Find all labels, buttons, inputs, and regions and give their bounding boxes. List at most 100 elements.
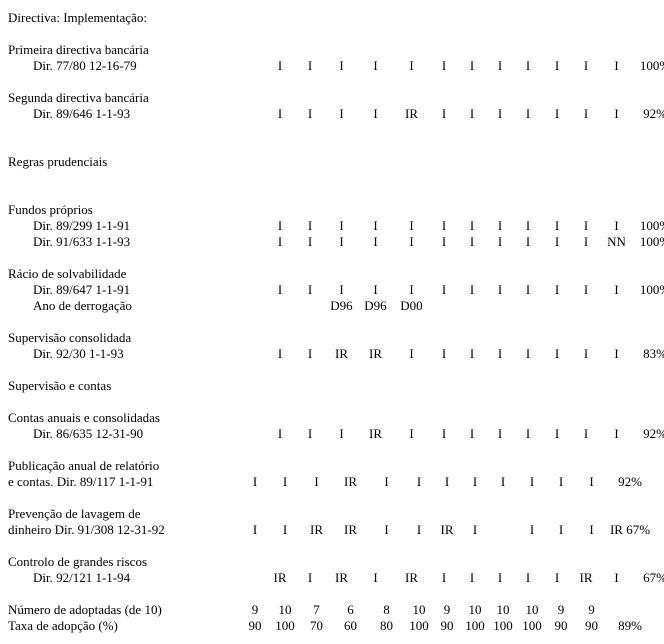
data-cells: IIIRIRIIIIIIII83% <box>265 346 664 362</box>
data-cell: IR 67% <box>608 522 654 538</box>
data-cell: I <box>572 426 600 442</box>
data-cell: 60 <box>333 618 368 634</box>
data-cell: I <box>514 282 542 298</box>
row-label: Dir. 89/299 1-1-91 <box>8 218 265 234</box>
row-label: Taxa de adopção (%) <box>8 618 240 634</box>
data-cell: 70 <box>300 618 333 634</box>
data-cell: 92% <box>608 474 654 490</box>
data-cell: IR <box>393 570 430 586</box>
data-cells: IIIRIRIIIRIIIIIR 67% <box>240 522 654 538</box>
data-cell: I <box>295 218 325 234</box>
summary-row: Taxa de adopção (%)901007060801009010010… <box>8 618 656 634</box>
data-cell: I <box>542 426 572 442</box>
data-cell: I <box>572 282 600 298</box>
data-cell: I <box>433 474 461 490</box>
data-cells: IRIIRIIRIIIIIIRI67% <box>265 570 664 586</box>
data-cell: 90 <box>240 618 270 634</box>
data-cell: IR <box>265 570 295 586</box>
data-cell: I <box>600 426 633 442</box>
data-cell: I <box>572 346 600 362</box>
data-cell: I <box>575 522 608 538</box>
table-row: Dir. 89/299 1-1-91IIIIIIIIIIII100% <box>8 218 656 234</box>
data-cell: I <box>430 570 458 586</box>
section-title: Segunda directiva bancária <box>8 90 656 106</box>
data-cell: 89% <box>608 618 654 634</box>
section-title-text: Supervisão e contas <box>8 378 240 394</box>
data-cells: 9010070608010090100100100909089% <box>240 618 654 634</box>
table-row: e contas. Dir. 89/117 1-1-91IIIIRIIIIIII… <box>8 474 656 490</box>
section-title: Supervisão consolidada <box>8 330 656 346</box>
data-cell: 67% <box>633 570 664 586</box>
data-cell: 92% <box>633 426 664 442</box>
data-cell: I <box>368 474 405 490</box>
table-row: Dir. 89/646 1-1-93IIIIIRIIIIIII92% <box>8 106 656 122</box>
row-label: Ano de derrogação <box>8 298 265 314</box>
data-cell: I <box>358 218 393 234</box>
data-cell: 100 <box>270 618 300 634</box>
data-cell: 90 <box>433 618 461 634</box>
section-title: Controlo de grandes riscos <box>8 554 656 570</box>
row-label: Dir. 77/80 12-16-79 <box>8 58 265 74</box>
section-title-text: Publicação anual de relatório <box>8 458 240 474</box>
data-cell: I <box>514 106 542 122</box>
data-cell: I <box>547 474 575 490</box>
data-cell: I <box>486 106 514 122</box>
data-cells: IIIIIIIIIIII100% <box>265 282 664 298</box>
data-cell: I <box>600 282 633 298</box>
data-cell: I <box>458 346 486 362</box>
data-cell: I <box>265 218 295 234</box>
data-cell: 9 <box>547 602 575 618</box>
data-cell: I <box>542 106 572 122</box>
data-cell: I <box>489 474 517 490</box>
data-cell: I <box>393 58 430 74</box>
data-cell: I <box>240 474 270 490</box>
data-cell: I <box>458 570 486 586</box>
data-cell: 90 <box>547 618 575 634</box>
data-cell: I <box>517 522 547 538</box>
data-cell: 9 <box>433 602 461 618</box>
section-title-text: Segunda directiva bancária <box>8 90 240 106</box>
section-title: Prevenção de lavagem de <box>8 506 656 522</box>
data-cell <box>600 298 633 314</box>
data-cell: I <box>542 234 572 250</box>
data-cell: I <box>486 234 514 250</box>
data-cell: I <box>295 106 325 122</box>
section-title-text: Regras prudenciais <box>8 154 240 170</box>
data-cell: I <box>458 58 486 74</box>
data-cell: IR <box>325 570 358 586</box>
row-label: Dir. 91/633 1-1-93 <box>8 234 265 250</box>
data-cell: IR <box>325 346 358 362</box>
data-cell: I <box>486 346 514 362</box>
data-cell: I <box>600 346 633 362</box>
data-cell: 10 <box>270 602 300 618</box>
data-cell: I <box>600 218 633 234</box>
data-cell: IR <box>433 522 461 538</box>
data-cell: I <box>572 234 600 250</box>
data-cell: I <box>405 522 433 538</box>
table-row: Dir. 92/30 1-1-93IIIRIRIIIIIIII83% <box>8 346 656 362</box>
section-title-text: Controlo de grandes riscos <box>8 554 240 570</box>
data-cell: I <box>542 58 572 74</box>
data-cell: I <box>295 58 325 74</box>
data-cell: I <box>325 58 358 74</box>
section-title-text: Contas anuais e consolidadas <box>8 410 240 426</box>
data-cell: I <box>430 234 458 250</box>
data-cell <box>430 298 458 314</box>
data-cell: I <box>572 106 600 122</box>
data-cell: I <box>393 282 430 298</box>
data-cell <box>486 298 514 314</box>
row-label: Dir. 89/647 1-1-91 <box>8 282 265 298</box>
data-cell: 100 <box>461 618 489 634</box>
data-cell <box>458 298 486 314</box>
data-cell: I <box>368 522 405 538</box>
data-cell: I <box>295 570 325 586</box>
data-cell: 9 <box>240 602 270 618</box>
data-cell: I <box>461 474 489 490</box>
data-cells: IIIIIIIIIIII100% <box>265 58 664 74</box>
row-label: dinheiro Dir. 91/308 12-31-92 <box>8 522 240 538</box>
data-cell: 10 <box>517 602 547 618</box>
data-cell <box>265 298 295 314</box>
data-cell: I <box>514 58 542 74</box>
blank-line <box>8 538 656 554</box>
data-cells: IIIIIIIIIIII100% <box>265 218 664 234</box>
